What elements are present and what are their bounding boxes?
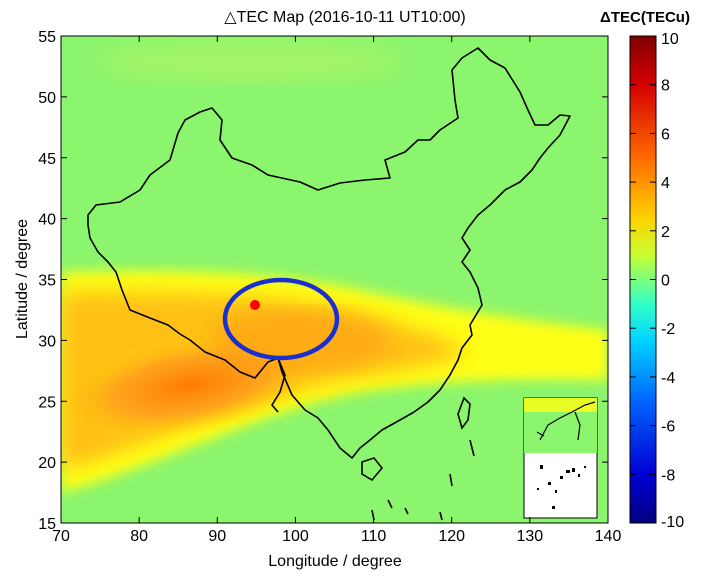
y-axis: 15 20 25 30 35 40 45 50 55 <box>38 29 608 533</box>
x-tick-label: 140 <box>595 528 622 545</box>
y-tick-label: 55 <box>38 29 56 46</box>
x-tick-label: 90 <box>208 528 226 545</box>
heatmap-north-patch <box>100 42 400 82</box>
y-axis-label: Latitude / degree <box>14 219 31 339</box>
colorbar-tick-label: -10 <box>661 514 684 531</box>
chart-title: △TEC Map (2016-10-11 UT10:00) <box>224 9 465 26</box>
hainan-island <box>361 457 384 482</box>
x-tick-label: 120 <box>438 528 465 545</box>
colorbar-tick-label: -2 <box>661 321 675 338</box>
x-tick-label: 130 <box>517 528 544 545</box>
y-tick-label: 50 <box>38 90 56 107</box>
inset-map <box>523 397 598 519</box>
x-tick-label: 100 <box>282 528 309 545</box>
border-segment <box>271 357 286 413</box>
colorbar-tick-label: 6 <box>661 126 670 143</box>
colorbar-tick-label: 0 <box>661 273 670 290</box>
y-tick-label: 45 <box>38 151 56 168</box>
plot-area <box>61 36 608 523</box>
south-china-sea-islands <box>371 439 475 521</box>
colorbar-tick-label: 8 <box>661 78 670 95</box>
heatmap-band-core-2 <box>210 310 390 370</box>
colorbar-tick-label: 10 <box>661 31 679 48</box>
x-tick-label: 80 <box>130 528 148 545</box>
y-tick-label: 40 <box>38 212 56 229</box>
colorbar-tick-label: -4 <box>661 370 675 387</box>
x-axis-label: Longitude / degree <box>268 553 402 570</box>
china-border <box>87 47 571 459</box>
y-tick-label: 30 <box>38 333 56 350</box>
colorbar-tick-label: -6 <box>661 419 675 436</box>
colorbar-tick-label: 2 <box>661 224 670 241</box>
colorbar-tick-label: -8 <box>661 467 675 484</box>
epicenter-marker <box>250 300 260 310</box>
y-tick-label: 35 <box>38 273 56 290</box>
taiwan-island <box>457 396 471 430</box>
x-axis: 70 80 90 100 110 120 130 140 <box>52 36 621 545</box>
x-tick-label: 110 <box>361 528 387 545</box>
y-tick-label: 20 <box>38 455 56 472</box>
y-tick-label: 25 <box>38 394 56 411</box>
x-tick-label: 70 <box>52 528 70 545</box>
colorbar-ticks: 10 8 6 4 2 0 -2 -4 -6 -8 -10 <box>630 31 684 531</box>
y-tick-label: 15 <box>38 516 56 533</box>
colorbar-label: ΔTEC(TECu) <box>600 9 690 26</box>
seismic-region-ellipse <box>222 277 340 361</box>
colorbar: ΔTEC(TECu) 10 8 6 4 2 0 -2 -4 -6 -8 -10 <box>600 9 690 531</box>
colorbar-tick-label: 4 <box>661 175 670 192</box>
